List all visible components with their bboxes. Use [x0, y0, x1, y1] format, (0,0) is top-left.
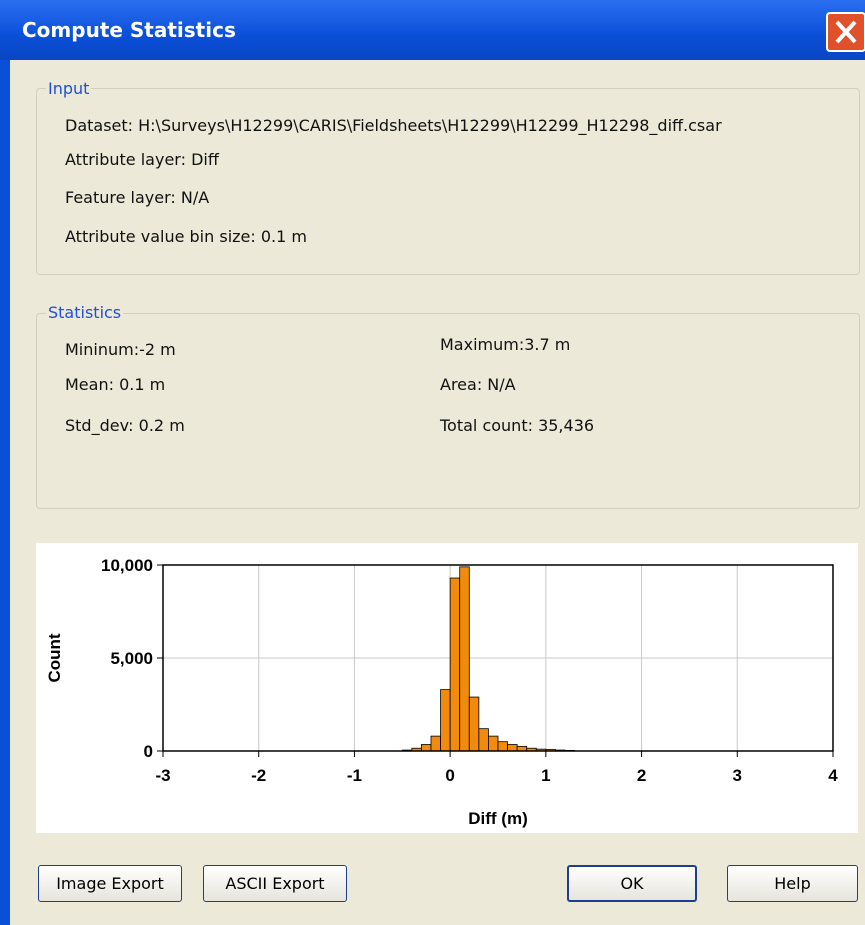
x-axis-label: Diff (m) [468, 809, 527, 828]
chart-panel: -3 -2 -1 0 1 2 3 4 0 5,000 10,000 Diff (m) Count [36, 543, 858, 833]
bar [440, 689, 451, 752]
bar [478, 728, 489, 752]
stat: Std_dev: 0.2 m [65, 416, 185, 435]
bar [468, 696, 480, 752]
chart: -3 -2 -1 0 1 2 3 4 0 5,000 10,000 Diff (m) Count [45, 556, 838, 828]
button[interactable]: OK [567, 865, 697, 902]
x-tick-label: 2 [637, 766, 646, 785]
x-tick-label: 0 [445, 766, 454, 785]
group-label: Input [46, 79, 92, 98]
stat: Area: N/A [440, 375, 516, 394]
bar [507, 744, 518, 752]
window-border [0, 60, 10, 925]
input-line: Feature layer: N/A [65, 188, 210, 207]
bar [421, 744, 432, 752]
y-tick-label: 5,000 [110, 649, 153, 668]
x-tick-label: -3 [155, 766, 170, 785]
input-line: Attribute value bin size: 0.1 m [65, 227, 307, 246]
button[interactable]: Help [727, 865, 858, 902]
stat: Total count: 35,436 [440, 416, 595, 435]
dialog-title: Compute Statistics [22, 18, 236, 42]
x-tick-label: -2 [251, 766, 266, 785]
input-line: Attribute layer: Diff [65, 150, 219, 169]
input-line: Dataset: H:\Surveys\H12299\CARIS\Fieldsh… [65, 116, 722, 135]
y-tick-label: 10,000 [101, 556, 153, 575]
x-tick-label: 1 [541, 766, 550, 785]
bar [430, 735, 441, 752]
close-button[interactable] [826, 12, 865, 52]
y-tick-label: 0 [144, 742, 153, 761]
group-label: Statistics [46, 303, 124, 322]
bar [497, 741, 508, 752]
input-group [36, 88, 860, 275]
bar [488, 735, 499, 752]
y-axis-label: Count [45, 633, 64, 682]
button[interactable]: Image Export [38, 865, 182, 902]
stat: Mininum:-2 m [65, 340, 176, 359]
close-icon [835, 20, 857, 44]
x-tick-label: 3 [733, 766, 742, 785]
bar [449, 577, 461, 752]
x-tick-label: -1 [347, 766, 362, 785]
bar [459, 566, 470, 752]
x-tick-label: 4 [828, 766, 838, 785]
plot-frame [162, 564, 834, 752]
button[interactable]: ASCII Export [203, 865, 347, 902]
title-bar [0, 0, 865, 60]
statistics-group [36, 313, 860, 509]
stat: Maximum:3.7 m [440, 335, 571, 354]
stat: Mean: 0.1 m [65, 375, 166, 394]
